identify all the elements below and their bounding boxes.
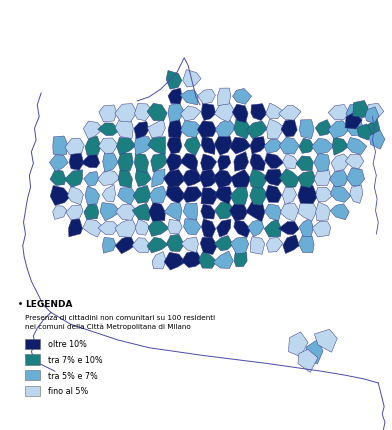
Text: LEGENDA: LEGENDA: [25, 299, 73, 308]
Text: Presenza di cittadini non comunitari su 100 residenti
nei comuni della Città Met: Presenza di cittadini non comunitari su …: [25, 314, 216, 329]
Bar: [25, 386, 40, 396]
Bar: [25, 370, 40, 381]
Polygon shape: [353, 101, 368, 118]
Polygon shape: [365, 108, 379, 124]
Text: oltre 10%: oltre 10%: [48, 340, 87, 348]
Polygon shape: [298, 350, 318, 372]
Polygon shape: [314, 329, 337, 353]
Polygon shape: [306, 340, 323, 364]
Text: tra 5% e 7%: tra 5% e 7%: [48, 371, 98, 380]
Polygon shape: [369, 131, 385, 150]
Polygon shape: [289, 332, 308, 357]
Bar: [25, 354, 40, 365]
Text: tra 7% e 10%: tra 7% e 10%: [48, 355, 103, 364]
Text: fino al 5%: fino al 5%: [48, 387, 89, 396]
Bar: [25, 339, 40, 349]
Polygon shape: [357, 125, 372, 141]
Polygon shape: [345, 113, 362, 130]
